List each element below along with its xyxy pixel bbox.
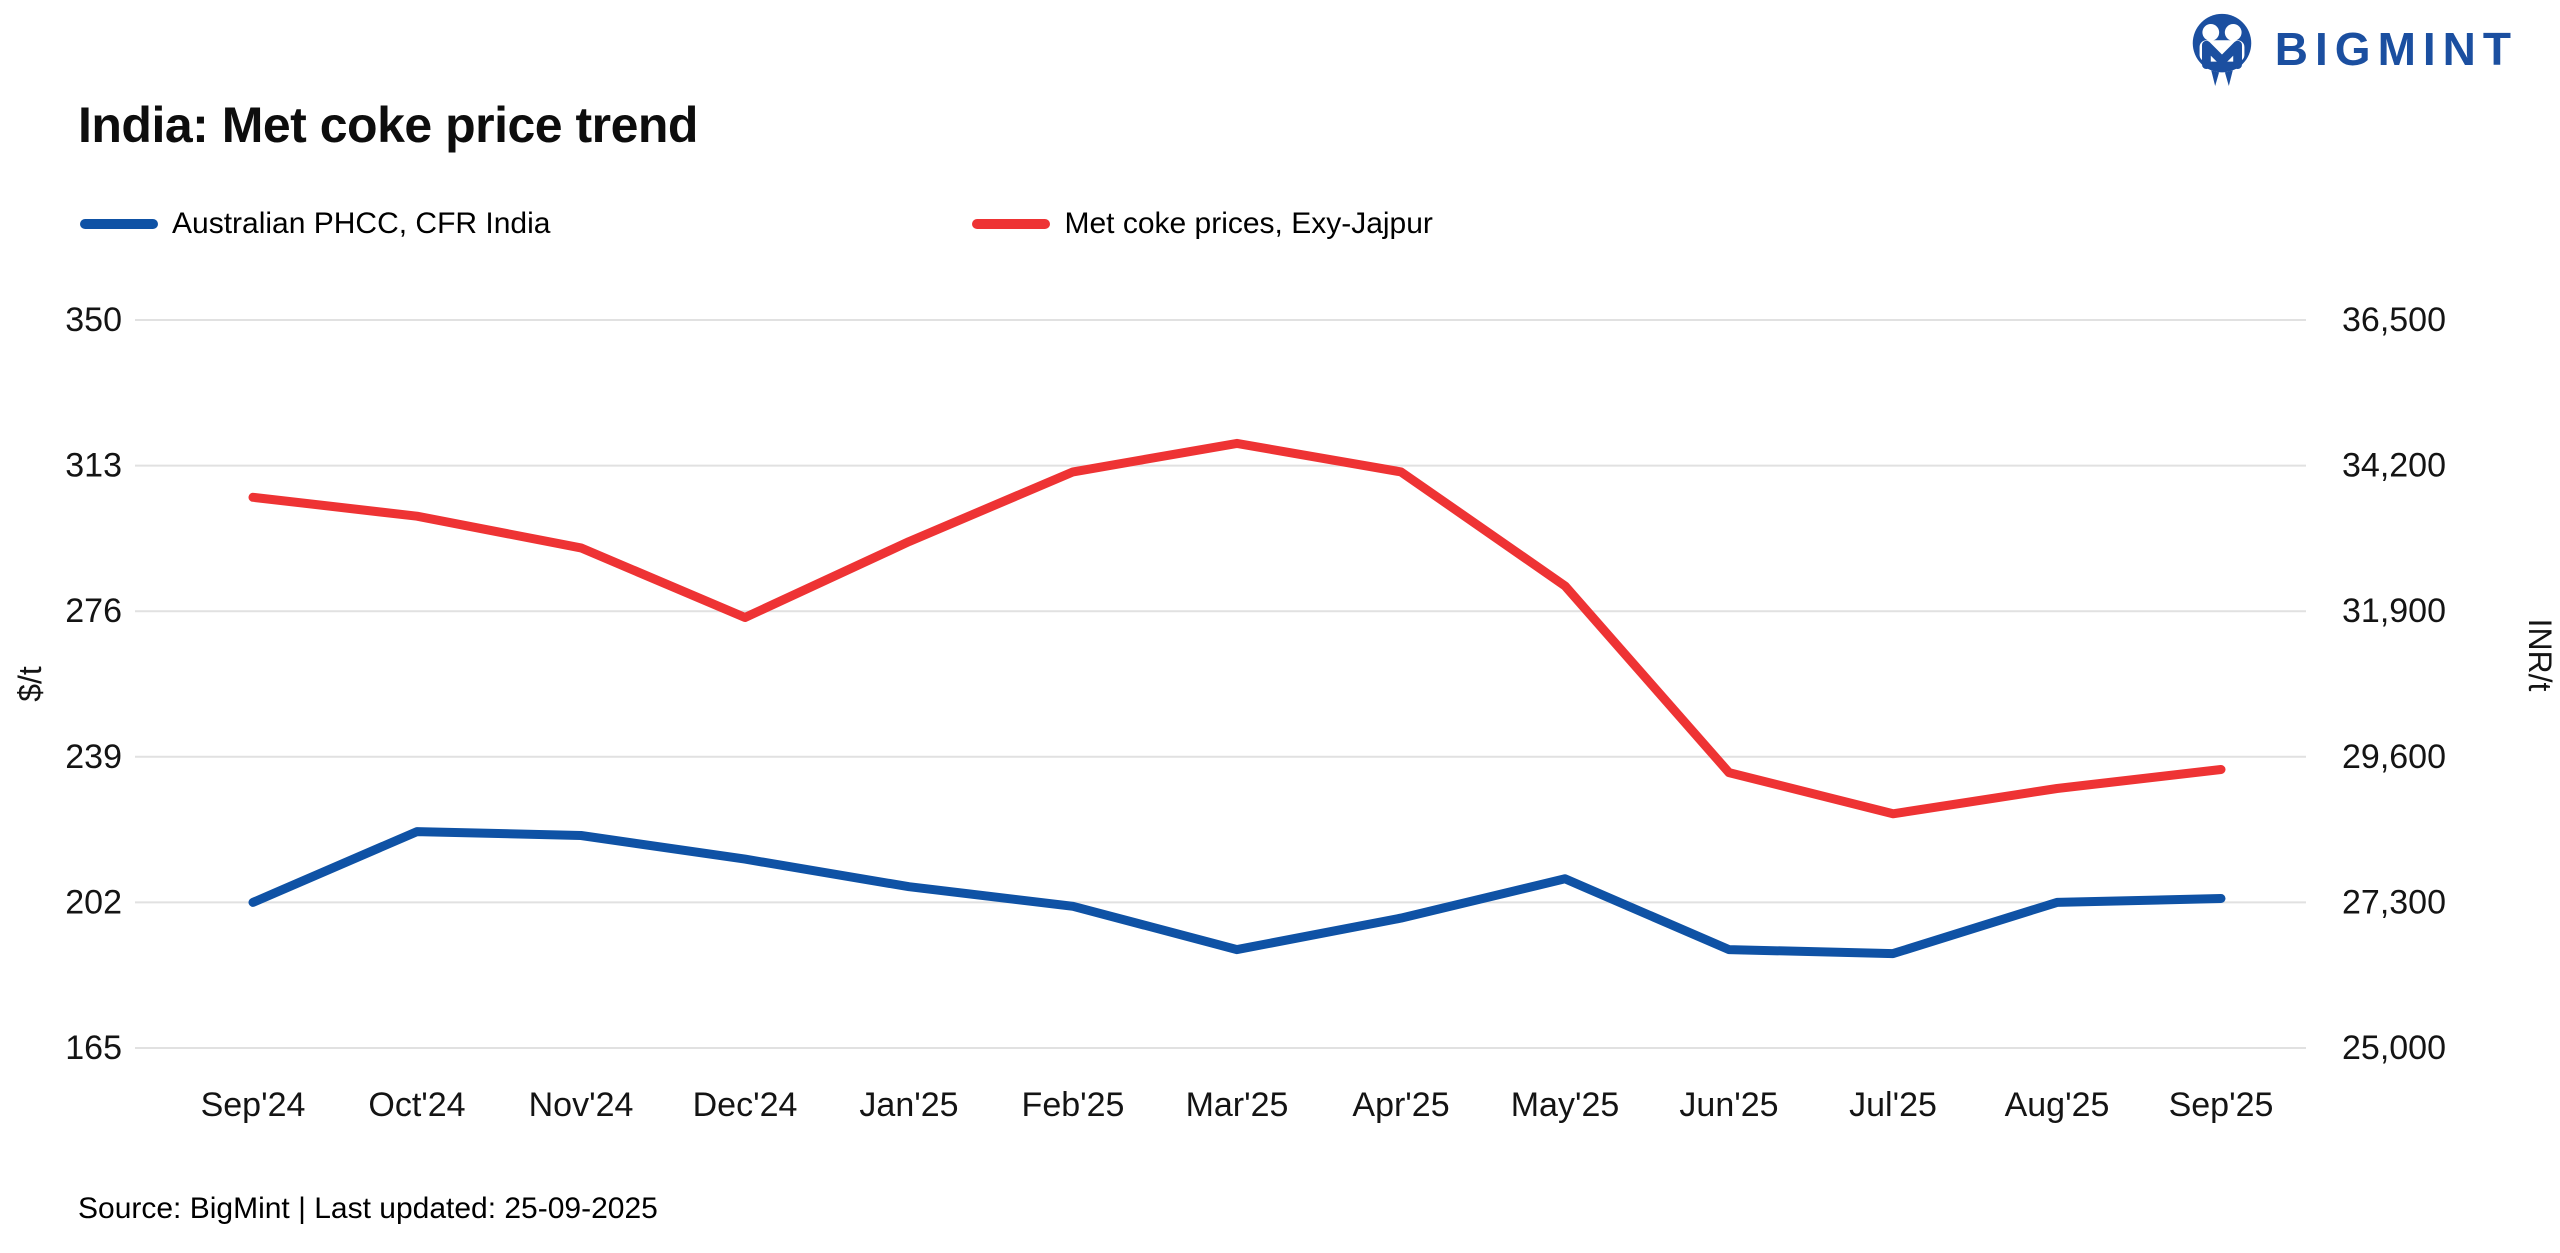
series-line-met-coke — [248, 438, 2226, 819]
x-axis-month-label: Sep'24 — [201, 1086, 306, 1124]
x-axis-month-label: Nov'24 — [529, 1086, 634, 1124]
x-axis-month-label: Jul'25 — [1849, 1086, 1937, 1124]
right-axis-tick-label: 25,000 — [2342, 1029, 2446, 1067]
legend-item-met-coke[interactable]: Met coke prices, Exy-Jajpur — [972, 207, 1433, 241]
legend-swatch-red — [972, 219, 1051, 229]
x-axis-month-label: Jun'25 — [1679, 1086, 1778, 1124]
left-axis-title: $/t — [12, 666, 48, 702]
x-axis-month-label: Sep'25 — [2169, 1086, 2274, 1124]
gridlines — [135, 319, 2306, 1049]
right-axis-tick-label: 36,500 — [2342, 301, 2446, 339]
x-axis-labels: Sep'24 Oct'24 Nov'24 Dec'24 Jan'25 Feb'25 Mar'… — [201, 1086, 2274, 1124]
x-axis-month-label: Oct'24 — [368, 1086, 465, 1124]
x-axis-month-label: Aug'25 — [2005, 1086, 2110, 1124]
legend-swatch-blue — [80, 219, 158, 229]
left-axis-tick-label: 202 — [65, 883, 122, 921]
x-axis-month-label: Jan'25 — [859, 1086, 958, 1124]
right-axis-tick-label: 29,600 — [2342, 738, 2446, 776]
x-axis-month-label: Feb'25 — [1022, 1086, 1125, 1124]
legend-label: Australian PHCC, CFR India — [172, 207, 551, 240]
right-axis-tick-label: 27,300 — [2342, 883, 2446, 921]
x-axis-month-label: Dec'24 — [693, 1086, 798, 1124]
chart-legend: Australian PHCC, CFR India Met coke pric… — [80, 204, 1433, 244]
x-axis-month-label: May'25 — [1511, 1086, 1620, 1124]
axis-tick-labels: 350 36,500 313 34,200 276 31,900 239 29,600 202 2… — [65, 301, 2446, 1067]
x-axis-month-label: Mar'25 — [1186, 1086, 1289, 1124]
right-axis-tick-label: 34,200 — [2342, 447, 2446, 485]
left-axis-tick-label: 350 — [65, 301, 122, 339]
legend-item-australian-phcc[interactable]: Australian PHCC, CFR India — [80, 207, 550, 241]
left-axis-tick-label: 165 — [65, 1029, 122, 1067]
bigmint-logo: BIGMINT — [2183, 8, 2518, 90]
bigmint-logo-icon — [2192, 13, 2252, 87]
x-axis-month-label: Apr'25 — [1352, 1086, 1449, 1124]
source-note: Source: BigMint | Last updated: 25-09-20… — [78, 1192, 658, 1225]
left-axis-tick-label: 276 — [65, 592, 122, 630]
left-axis-tick-label: 313 — [65, 447, 122, 485]
right-axis-title: INR/t — [2522, 619, 2558, 692]
bigmint-logo-text: BIGMINT — [2274, 23, 2518, 75]
right-axis-tick-label: 31,900 — [2342, 592, 2446, 630]
legend-label: Met coke prices, Exy-Jajpur — [1064, 207, 1433, 240]
series-line-australian-phcc — [248, 827, 2226, 959]
left-axis-tick-label: 239 — [65, 738, 122, 776]
page-title: India: Met coke price trend — [78, 97, 698, 153]
